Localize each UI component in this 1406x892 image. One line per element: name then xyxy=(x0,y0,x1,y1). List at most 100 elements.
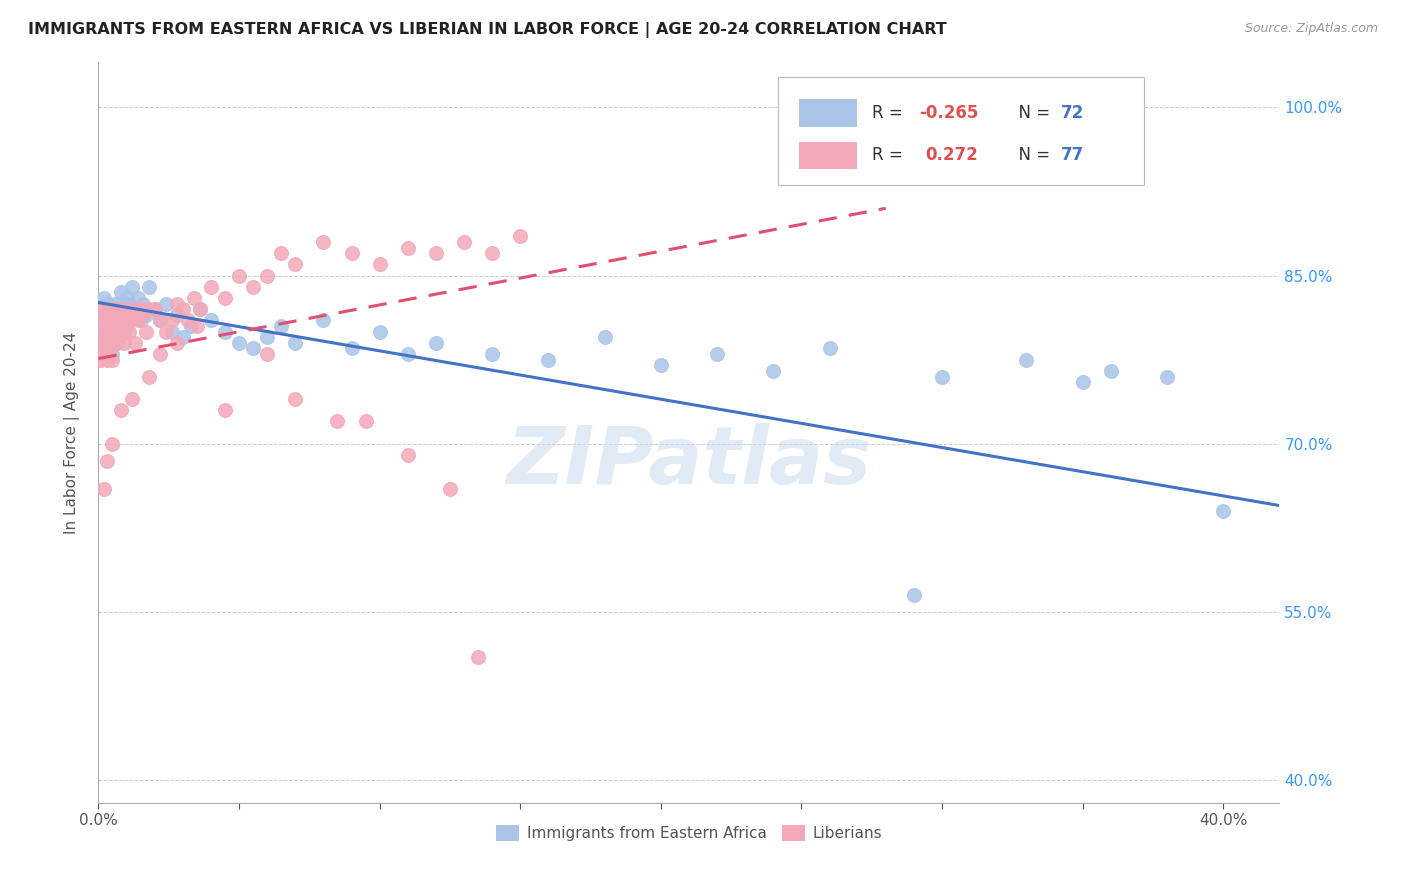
Point xyxy=(110,308,132,322)
Point xyxy=(98,302,121,317)
Point xyxy=(135,308,157,322)
Point xyxy=(104,308,127,322)
Point xyxy=(155,296,177,310)
Point xyxy=(93,302,115,317)
Point xyxy=(1212,504,1234,518)
Point xyxy=(101,325,124,339)
Point xyxy=(101,308,124,322)
Point xyxy=(186,319,208,334)
Text: 77: 77 xyxy=(1062,146,1084,164)
Point xyxy=(1071,375,1094,389)
Point xyxy=(453,235,475,249)
Point xyxy=(537,352,560,367)
Point xyxy=(200,313,222,327)
Point xyxy=(1156,369,1178,384)
Text: ZIPatlas: ZIPatlas xyxy=(506,423,872,501)
Point xyxy=(214,403,236,417)
Point xyxy=(188,302,211,317)
Text: R =: R = xyxy=(872,103,908,122)
Point xyxy=(368,257,391,271)
Point xyxy=(90,352,112,367)
Point xyxy=(124,308,146,322)
Point xyxy=(706,347,728,361)
Point xyxy=(228,268,250,283)
Point xyxy=(256,268,278,283)
Point xyxy=(101,330,124,344)
Point xyxy=(228,335,250,350)
Point xyxy=(160,313,183,327)
Point xyxy=(110,325,132,339)
Point xyxy=(93,347,115,361)
Point xyxy=(481,246,503,260)
Point xyxy=(90,334,112,348)
Point xyxy=(101,352,124,367)
Point xyxy=(135,325,157,339)
Point xyxy=(132,296,155,310)
Point xyxy=(101,302,124,317)
Point xyxy=(90,335,112,350)
Point xyxy=(93,325,115,339)
Point xyxy=(98,342,121,356)
Point xyxy=(180,319,202,334)
Point xyxy=(481,347,503,361)
Point xyxy=(396,347,419,361)
Point xyxy=(284,335,307,350)
FancyBboxPatch shape xyxy=(799,142,856,169)
Point xyxy=(312,313,335,327)
Point xyxy=(93,482,115,496)
Point xyxy=(818,342,841,356)
Point xyxy=(110,285,132,300)
Point xyxy=(96,296,118,310)
Point xyxy=(93,291,115,305)
Point xyxy=(121,313,143,327)
Point xyxy=(284,392,307,406)
Point xyxy=(138,280,160,294)
Point xyxy=(396,240,419,255)
Point xyxy=(112,325,135,339)
Point xyxy=(107,325,129,339)
Point xyxy=(118,308,141,322)
Text: Source: ZipAtlas.com: Source: ZipAtlas.com xyxy=(1244,22,1378,36)
Point xyxy=(93,325,115,339)
Text: 0.272: 0.272 xyxy=(925,146,979,164)
Point xyxy=(200,280,222,294)
Point xyxy=(166,296,188,310)
Point xyxy=(284,257,307,271)
Point xyxy=(98,325,121,339)
Point xyxy=(270,246,292,260)
Point xyxy=(96,313,118,327)
Point xyxy=(93,308,115,322)
Text: N =: N = xyxy=(1008,103,1054,122)
Point xyxy=(98,335,121,350)
Point xyxy=(96,302,118,317)
Point xyxy=(96,313,118,327)
Point xyxy=(172,330,194,344)
Point xyxy=(149,313,172,327)
Point xyxy=(104,296,127,310)
Point xyxy=(118,325,141,339)
Point xyxy=(104,319,127,334)
Point xyxy=(93,347,115,361)
Point xyxy=(98,325,121,339)
Point xyxy=(270,319,292,334)
Point xyxy=(166,335,188,350)
Point xyxy=(107,302,129,317)
Point xyxy=(112,335,135,350)
Point xyxy=(115,319,138,334)
Text: 72: 72 xyxy=(1062,103,1084,122)
Point xyxy=(256,330,278,344)
Point xyxy=(121,392,143,406)
Point xyxy=(188,302,211,317)
Point xyxy=(101,347,124,361)
Point xyxy=(104,335,127,350)
Point xyxy=(256,347,278,361)
Point xyxy=(1099,364,1122,378)
Point xyxy=(354,414,377,428)
Point xyxy=(127,313,149,327)
Point xyxy=(396,448,419,462)
Point xyxy=(155,325,177,339)
Point xyxy=(124,302,146,317)
Text: R =: R = xyxy=(872,146,914,164)
Point xyxy=(118,296,141,310)
Point xyxy=(931,369,953,384)
